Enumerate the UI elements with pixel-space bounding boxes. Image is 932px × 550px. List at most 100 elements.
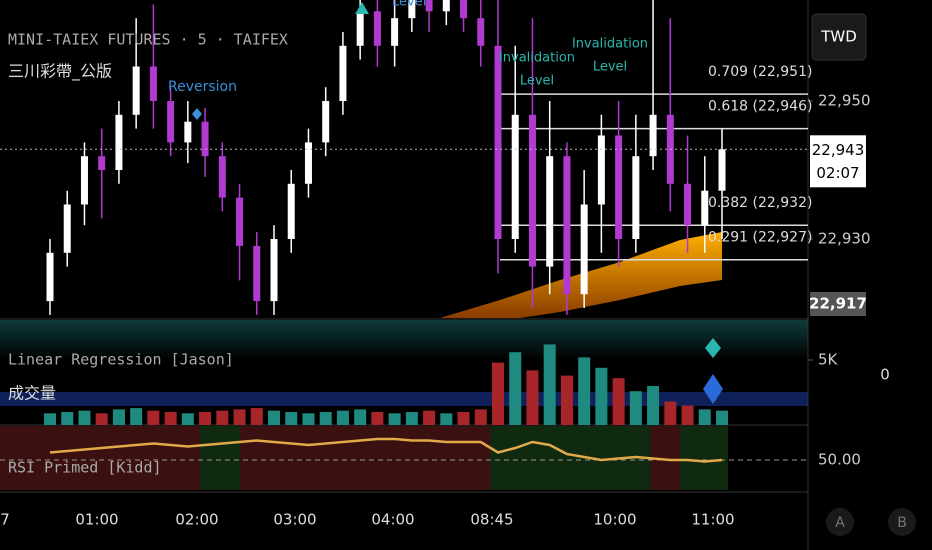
symbol: MINI-TAIEX FUTURES · 5 · TAIFEX: [8, 31, 288, 49]
time-label: 02:00: [175, 511, 218, 529]
time-label: 10:00: [593, 511, 636, 529]
volume-bar: [629, 391, 642, 425]
volume-bar: [164, 412, 177, 425]
indicator: 三川彩帶_公版: [8, 62, 112, 82]
button-label[interactable]: B: [897, 515, 907, 531]
annotation: Level: [392, 0, 426, 10]
candle-body: [132, 66, 140, 115]
fib-label: 0.382 (22,932): [708, 195, 812, 211]
fib-label: 0.618 (22,946): [708, 99, 812, 115]
candle-body: [373, 11, 381, 46]
band: [0, 392, 808, 406]
candle-body: [546, 156, 554, 267]
button[interactable]: [888, 508, 916, 536]
candle-body: [339, 45, 347, 101]
volume-bar: [44, 413, 56, 425]
value: 0: [880, 366, 890, 384]
rsi-zone: [240, 426, 490, 490]
rsi-zone: [0, 426, 200, 490]
volume-bar: [354, 409, 367, 425]
candle-body: [632, 156, 640, 239]
volume-label: 5K: [818, 351, 839, 369]
volume-bar: [285, 412, 298, 425]
volume-bar: [95, 413, 108, 425]
rsi-label: 50.00: [818, 451, 861, 469]
candle-body: [649, 114, 657, 157]
candle-body: [270, 239, 278, 302]
button-label[interactable]: A: [835, 515, 845, 531]
last-price: 22,943: [812, 141, 865, 159]
volume-bar: [147, 410, 160, 425]
candle-body: [149, 66, 157, 101]
currency-button[interactable]: [811, 13, 867, 61]
band: [0, 320, 808, 360]
volume-bar: [181, 413, 194, 425]
time-label: 01:00: [75, 511, 118, 529]
candle-body: [528, 114, 536, 267]
candle-body: [253, 245, 261, 302]
candle-body: [718, 149, 726, 191]
volume-bar: [423, 410, 436, 425]
price-label: 22,930: [818, 230, 871, 248]
volume-bar: [199, 412, 212, 425]
volume-bar: [595, 367, 608, 425]
candle-body: [98, 156, 106, 170]
candle-body: [184, 121, 192, 143]
volume-bar: [405, 412, 418, 425]
volume-bar: [474, 409, 487, 425]
candle-body: [236, 197, 244, 246]
time-label: 04:00: [371, 511, 414, 529]
candle-body: [684, 183, 692, 226]
volume-bar: [388, 413, 401, 425]
volume-bar: [664, 401, 677, 425]
candle-body: [167, 101, 175, 143]
volume-bar: [250, 408, 263, 425]
annotation: Invalidation: [499, 51, 575, 66]
candle-body: [580, 204, 588, 295]
annotation: Reversion: [168, 79, 237, 95]
candle-body: [63, 204, 71, 253]
volume-bar: [543, 344, 556, 425]
rsi-line: [49, 437, 723, 463]
volume-bar: [578, 357, 591, 425]
volume-bar: [216, 410, 229, 425]
volume-bar: [612, 378, 625, 425]
time-label: 7: [0, 511, 10, 529]
candle-body: [563, 156, 571, 295]
low-box: [810, 292, 866, 316]
annotation: Invalidation: [572, 37, 648, 52]
candle-body: [304, 142, 312, 184]
volume-bar: [698, 409, 711, 425]
candle-body: [46, 252, 54, 302]
candle-body: [201, 121, 209, 157]
candle-body: [391, 18, 399, 46]
last-price-box: [810, 135, 866, 188]
volume-bar: [302, 413, 315, 425]
button[interactable]: [826, 508, 854, 536]
candle-body: [701, 190, 709, 226]
currency[interactable]: TWD: [820, 28, 857, 46]
candle-body: [511, 114, 519, 239]
volume-bar: [681, 405, 694, 425]
candle-body: [597, 135, 605, 205]
candle-body: [408, 0, 416, 19]
volume-bar: [560, 375, 573, 425]
fib-label: 0.291 (22,927): [708, 230, 812, 246]
candle-body: [115, 114, 123, 170]
pane-title: Linear Regression [Jason]: [8, 351, 234, 369]
volume-bar: [526, 370, 539, 425]
marker: [355, 2, 369, 14]
candle-body: [287, 183, 295, 239]
candle-body: [477, 18, 485, 46]
countdown: 02:07: [816, 164, 859, 182]
low-price: 22,917: [809, 295, 867, 313]
rsi-zone: [680, 426, 728, 490]
volume-bar: [457, 412, 470, 425]
volume-bar: [61, 412, 74, 425]
pane-title: RSI Primed [Kidd]: [8, 459, 162, 477]
volume-bar: [130, 408, 143, 425]
fib-label: 0.709 (22,951): [708, 64, 812, 80]
volume-bar: [268, 410, 280, 425]
marker: [703, 374, 723, 404]
